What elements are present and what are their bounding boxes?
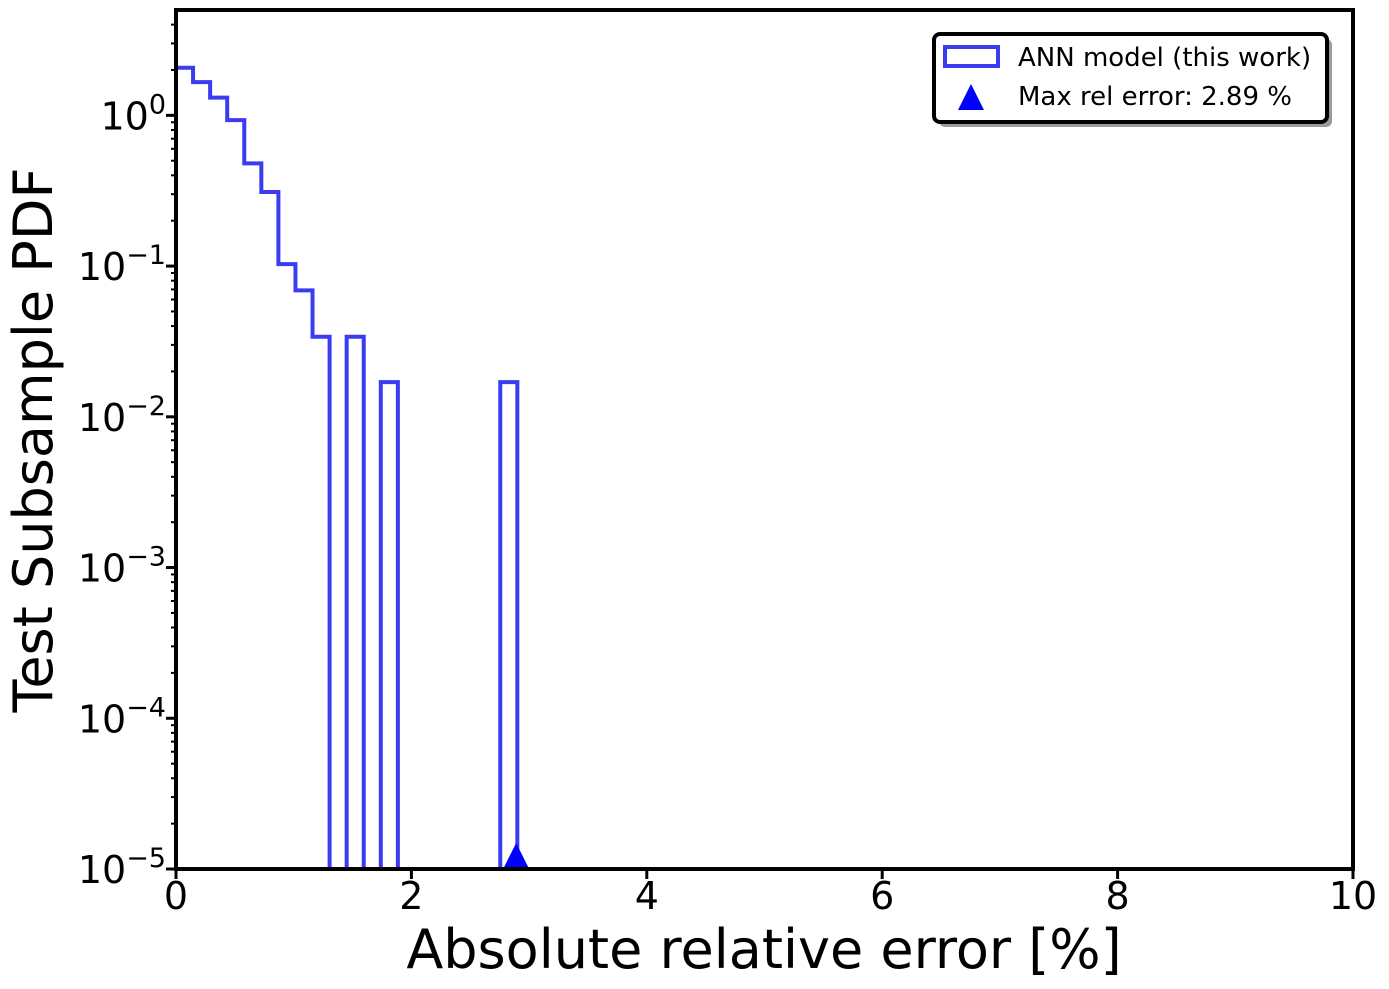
y-tick-label: 10−3 [78,542,166,591]
legend-triangle-marker [958,84,984,110]
max-error-marker [503,843,530,869]
histogram-bin [244,163,261,869]
histogram-bin [500,382,517,869]
histogram-bin [176,68,193,869]
y-tick-label: 10−4 [78,692,166,741]
x-tick-label: 0 [164,874,188,918]
x-tick-label: 8 [1106,874,1130,918]
histogram-bin [295,290,312,869]
x-axis: 0 2 4 6 8 10 [164,869,1377,918]
histogram-bin [278,264,295,869]
y-tick-label: 100 [100,89,166,138]
histogram-bin [227,120,244,869]
histogram-bin [261,192,278,869]
plot-area [176,10,1353,869]
y-tick-label: 10−2 [78,391,166,440]
histogram-bin [313,337,330,869]
x-tick-label: 6 [870,874,894,918]
y-tick-label: 10−1 [78,240,166,289]
y-tick-label: 10−5 [78,843,166,892]
marker-layer [503,843,530,869]
histogram-bin [210,98,227,869]
histogram-bin [193,82,210,869]
x-tick-label: 4 [635,874,659,918]
x-tick-label: 2 [399,874,423,918]
y-axis-title: Test Subsample PDF [2,168,65,714]
x-tick-label: 10 [1329,874,1377,918]
legend-histogram-swatch [943,45,1000,68]
legend-box [932,32,1329,124]
histogram-bin [347,337,364,869]
legend: ANN model (this work) Max rel error: 2.8… [932,32,1332,127]
y-axis: 100 10−1 10−2 10−3 10−4 10−5 [78,23,176,892]
x-axis-title: Absolute relative error [%] [406,918,1121,981]
legend-label-ann-model: ANN model (this work) [1018,43,1311,73]
histogram-bin [381,382,398,869]
legend-label-max-rel-error: Max rel error: 2.89 % [1018,82,1292,112]
